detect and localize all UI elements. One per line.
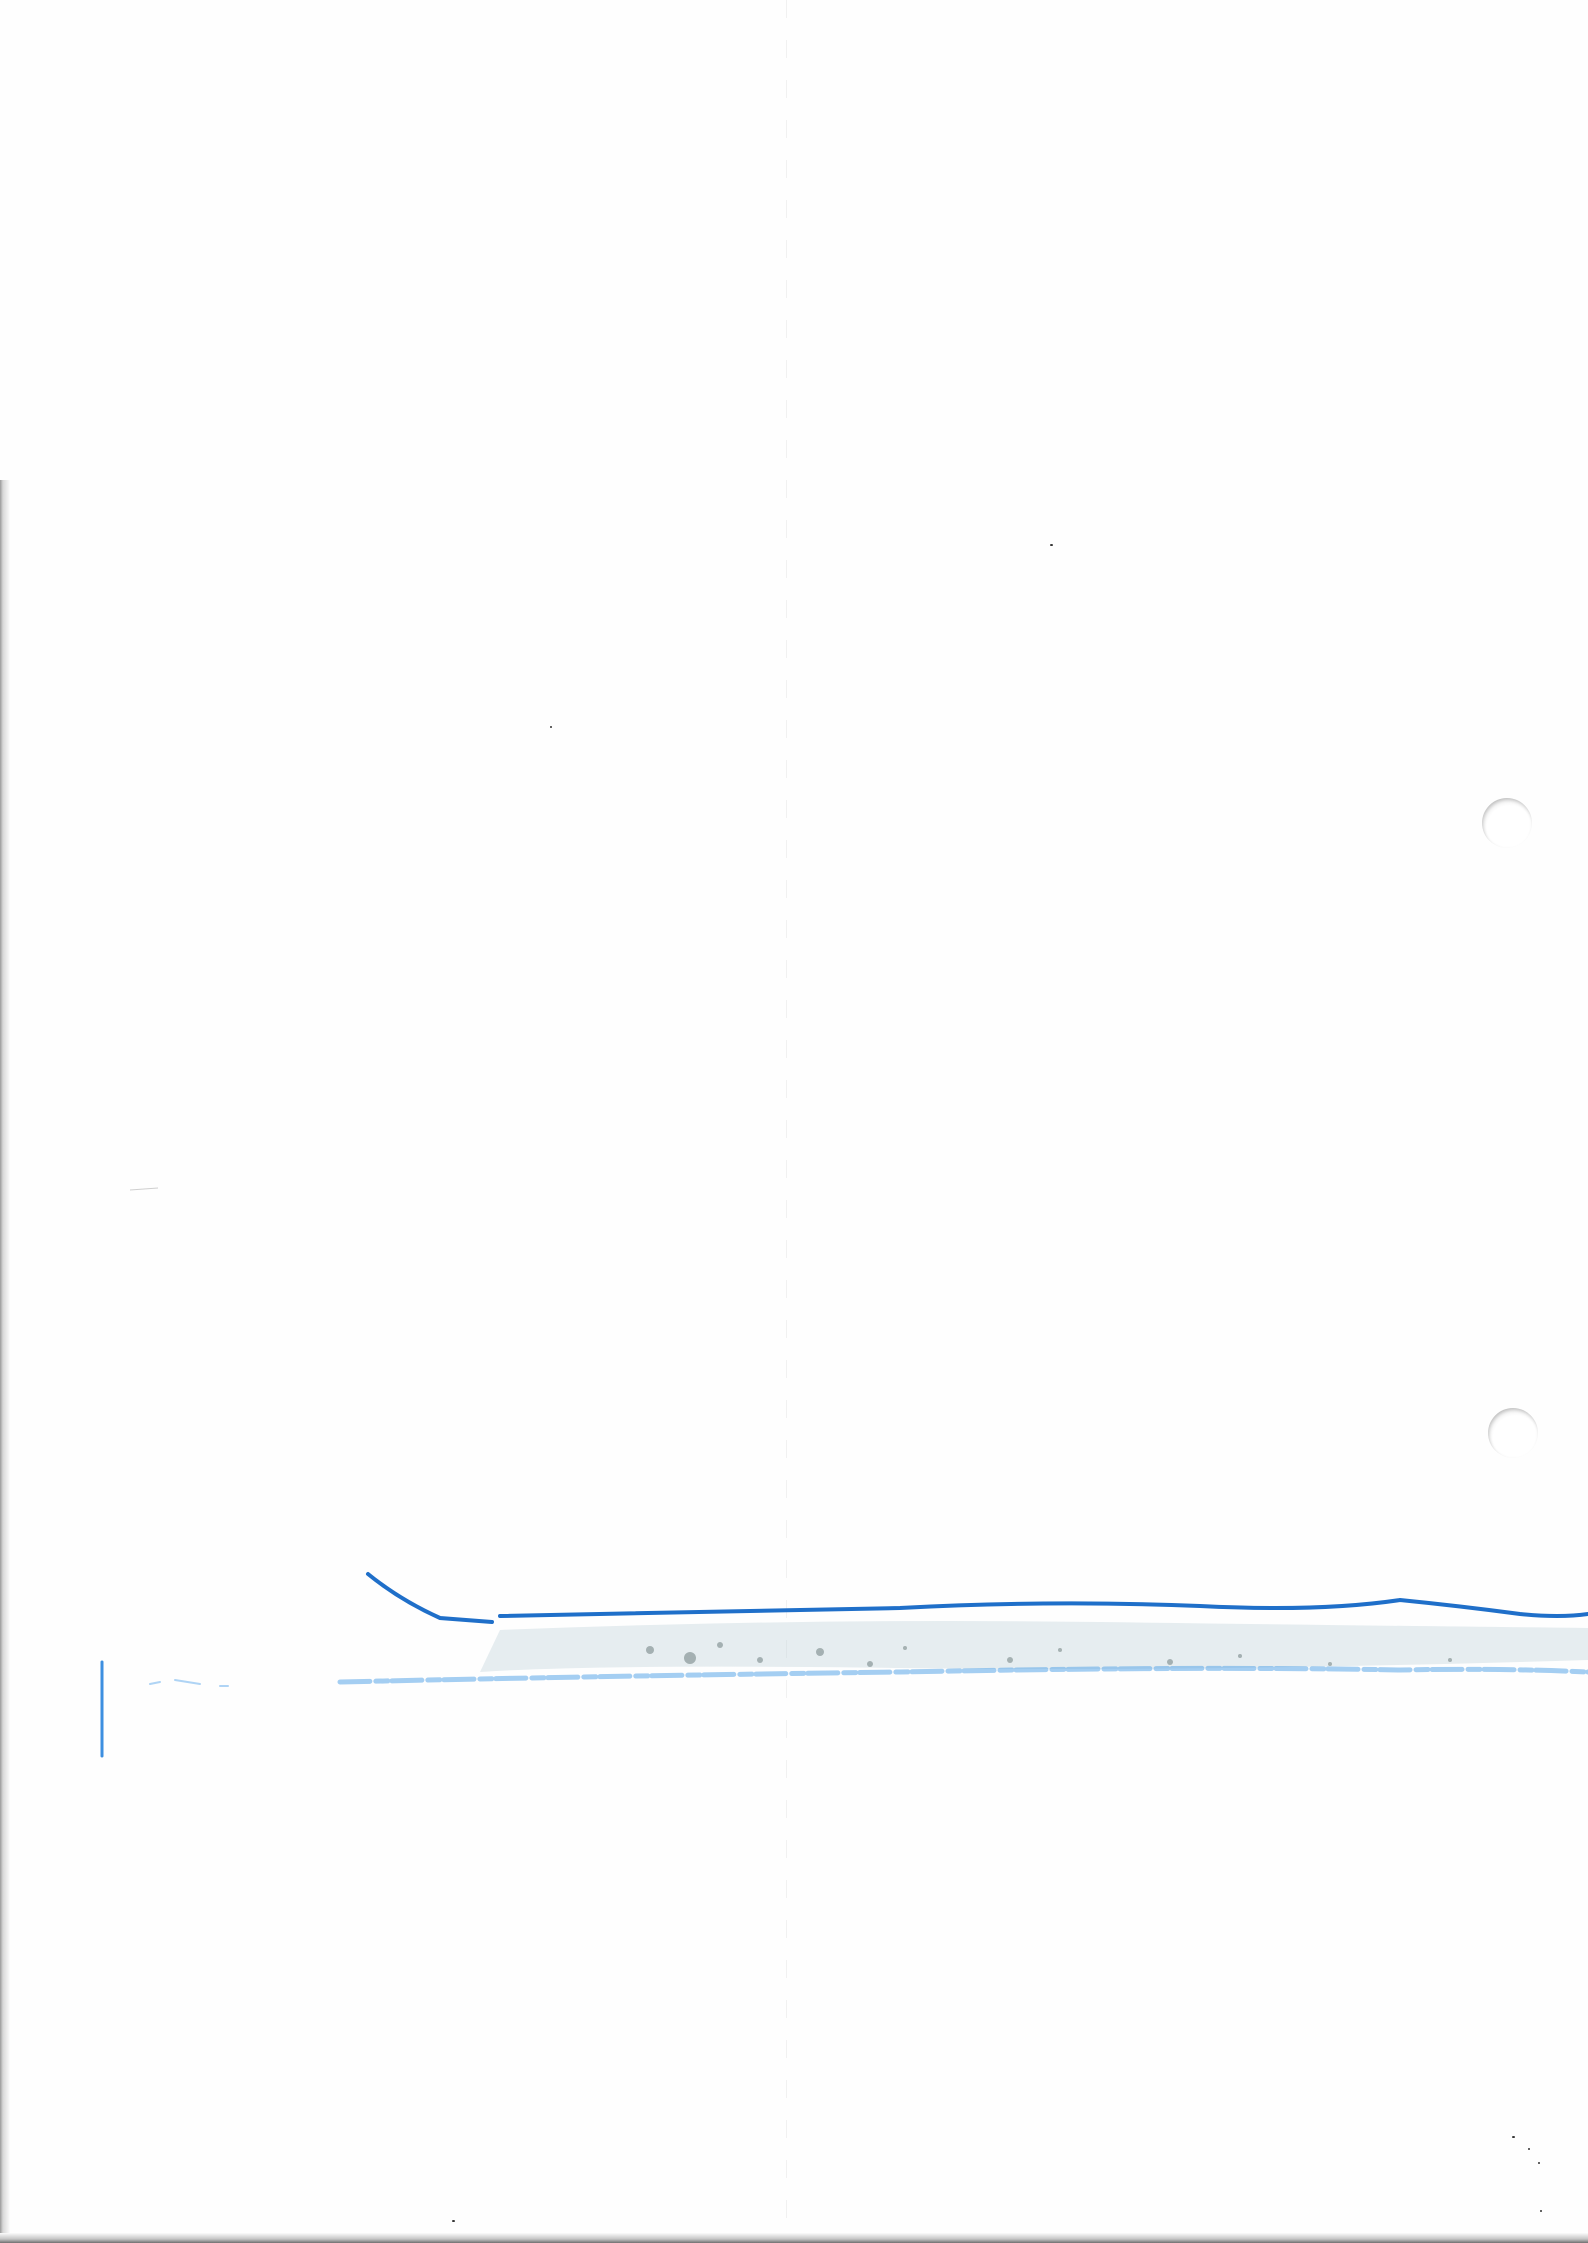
dust-speck [1050,544,1053,546]
dust-speck [1512,2136,1515,2138]
dust-speck [1538,2162,1540,2164]
page-bottom-edge-shadow [0,2233,1588,2243]
blue-ink-stroke-main [366,1572,1588,1624]
grey-pencil-dash [129,1187,159,1191]
dust-speck [1540,2210,1542,2212]
page-left-edge-shadow [0,480,10,2243]
dust-speck [452,2220,455,2222]
ink-smudge-band [480,1621,1588,1672]
blue-ink-dashes-left [149,1679,229,1687]
blue-ink-stroke-faint [337,1665,1588,1685]
punch-hole-lower [1488,1408,1538,1458]
faint-fold-line [786,0,787,2233]
dust-speck [550,726,552,728]
ink-smudge-dots [646,1642,1452,1667]
punch-hole-upper [1482,798,1532,848]
dust-speck [1528,2148,1530,2150]
